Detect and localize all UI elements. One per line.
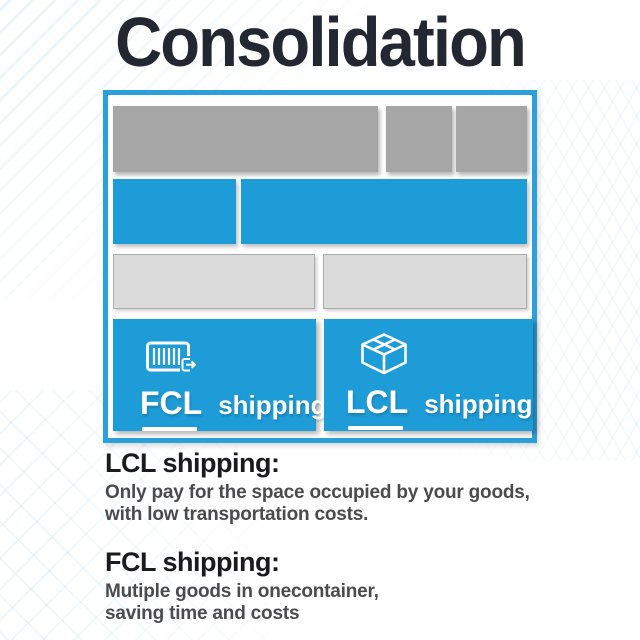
lcl-shipping-box: LCL shipping [324, 319, 533, 431]
fcl-description-line-2: saving time and costs [105, 603, 300, 624]
cargo-bar-gray-square-2 [456, 106, 527, 172]
container-icon [146, 341, 196, 380]
shipping-type-row: FCL shipping [113, 319, 533, 431]
lcl-label: shipping [424, 389, 533, 419]
cargo-bar-gray-square-1 [386, 106, 452, 172]
fcl-shipping-label: FCL shipping [140, 386, 327, 421]
cargo-row-blue [113, 179, 527, 244]
fcl-label: shipping [218, 390, 327, 420]
cargo-bar-blue-small [113, 179, 236, 244]
cargo-bar-blue-wide [241, 179, 527, 244]
cargo-bar-light-2 [323, 254, 527, 309]
fcl-shipping-box: FCL shipping [113, 319, 327, 431]
fcl-acronym: FCL [140, 385, 203, 421]
page-title: Consolidation [115, 3, 527, 81]
package-icon [358, 332, 410, 383]
cargo-bar-light-1 [113, 254, 315, 309]
fcl-description-section: FCL shipping: Mutiple goods in onecontai… [105, 547, 379, 625]
lcl-underline [348, 426, 403, 430]
cargo-row-gray [113, 106, 527, 172]
cargo-bar-gray-wide [113, 106, 378, 172]
fcl-description-line-1: Mutiple goods in onecontainer, [105, 581, 379, 602]
lcl-acronym: LCL [346, 384, 409, 420]
consolidation-diagram: FCL shipping [103, 90, 537, 443]
lcl-shipping-label: LCL shipping [346, 385, 533, 420]
fcl-underline [142, 427, 197, 431]
fcl-description-heading: FCL shipping: [105, 547, 280, 577]
cargo-row-light-gray [113, 254, 527, 309]
lcl-description-line-1: Only pay for the space occupied by your … [105, 482, 530, 503]
lcl-description-line-2: with low transportation costs. [105, 504, 369, 525]
lcl-description-section: LCL shipping: Only pay for the space occ… [105, 448, 530, 526]
lcl-description-heading: LCL shipping: [105, 448, 280, 478]
